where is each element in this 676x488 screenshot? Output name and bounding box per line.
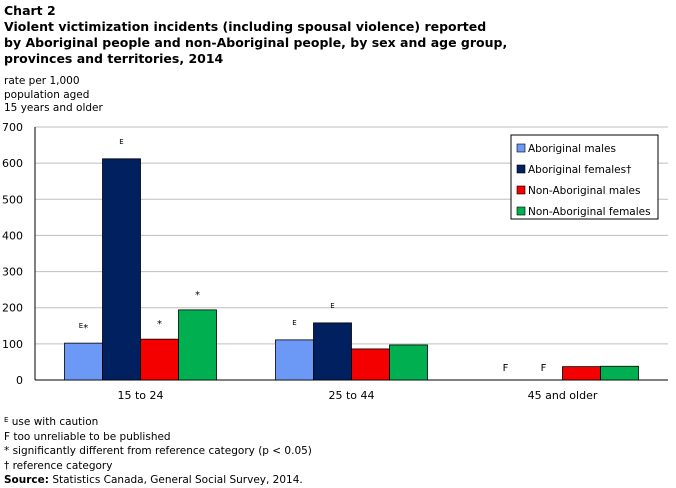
bar xyxy=(313,322,352,381)
legend-entry: Non-Aboriginal males xyxy=(528,185,640,197)
note-dagger: † reference category xyxy=(4,459,113,472)
legend-swatch xyxy=(516,206,526,216)
bar-annotation: E xyxy=(330,302,334,310)
note-e-text: use with caution xyxy=(11,416,99,428)
legend-box xyxy=(510,134,659,220)
y-tick-label: 400 xyxy=(2,229,23,242)
source-line: Source: Statistics Canada, General Socia… xyxy=(4,473,312,488)
bar xyxy=(140,338,179,381)
bar xyxy=(64,342,103,381)
bar-annotation: * xyxy=(195,290,200,301)
legend-entry: Aboriginal females† xyxy=(528,164,631,176)
legend-entry: Non-Aboriginal females xyxy=(528,206,651,218)
bar xyxy=(178,309,217,381)
x-tick-label: 45 and older xyxy=(528,389,598,402)
bar-annotation: E xyxy=(119,138,123,146)
bar-annotation: F xyxy=(503,363,509,374)
chart-notes: E use with caution F too unreliable to b… xyxy=(4,413,312,488)
x-tick-label: 25 to 44 xyxy=(328,389,374,402)
bar xyxy=(562,366,601,381)
legend-entry: Aboriginal males xyxy=(528,143,616,155)
y-tick-label: 700 xyxy=(2,121,23,134)
y-axis-label: rate per 1,000 population aged 15 years … xyxy=(4,75,103,114)
bar-annotation: E xyxy=(292,319,296,327)
bar xyxy=(351,348,390,381)
bar-annotation: E* xyxy=(79,322,88,334)
y-tick-label: 600 xyxy=(2,157,23,170)
bar xyxy=(600,365,639,381)
y-tick-label: 500 xyxy=(2,193,23,206)
note-f: F too unreliable to be published xyxy=(4,430,171,443)
chart-title: Violent victimization incidents (includi… xyxy=(4,19,508,66)
bar-annotation: * xyxy=(157,319,162,330)
source-label: Source: xyxy=(4,474,49,487)
source-text: Statistics Canada, General Social Survey… xyxy=(52,474,303,487)
legend-swatch xyxy=(516,185,526,195)
y-tick-label: 100 xyxy=(2,338,23,351)
bar xyxy=(389,344,428,381)
y-tick-label: 300 xyxy=(2,266,23,279)
y-tick-label: 0 xyxy=(16,374,23,387)
note-e: E use with caution xyxy=(4,416,99,428)
note-star: * significantly different from reference… xyxy=(4,445,312,458)
chart-title-block: Chart 2 Violent victimization incidents … xyxy=(4,3,672,67)
legend-swatch xyxy=(516,164,526,174)
y-tick-label: 200 xyxy=(2,302,23,315)
bar-annotation: F xyxy=(541,363,547,374)
chart-number: Chart 2 xyxy=(4,3,56,18)
legend-swatch xyxy=(516,143,526,153)
x-tick-label: 15 to 24 xyxy=(117,389,163,402)
bar xyxy=(102,158,141,381)
bar xyxy=(275,339,314,381)
